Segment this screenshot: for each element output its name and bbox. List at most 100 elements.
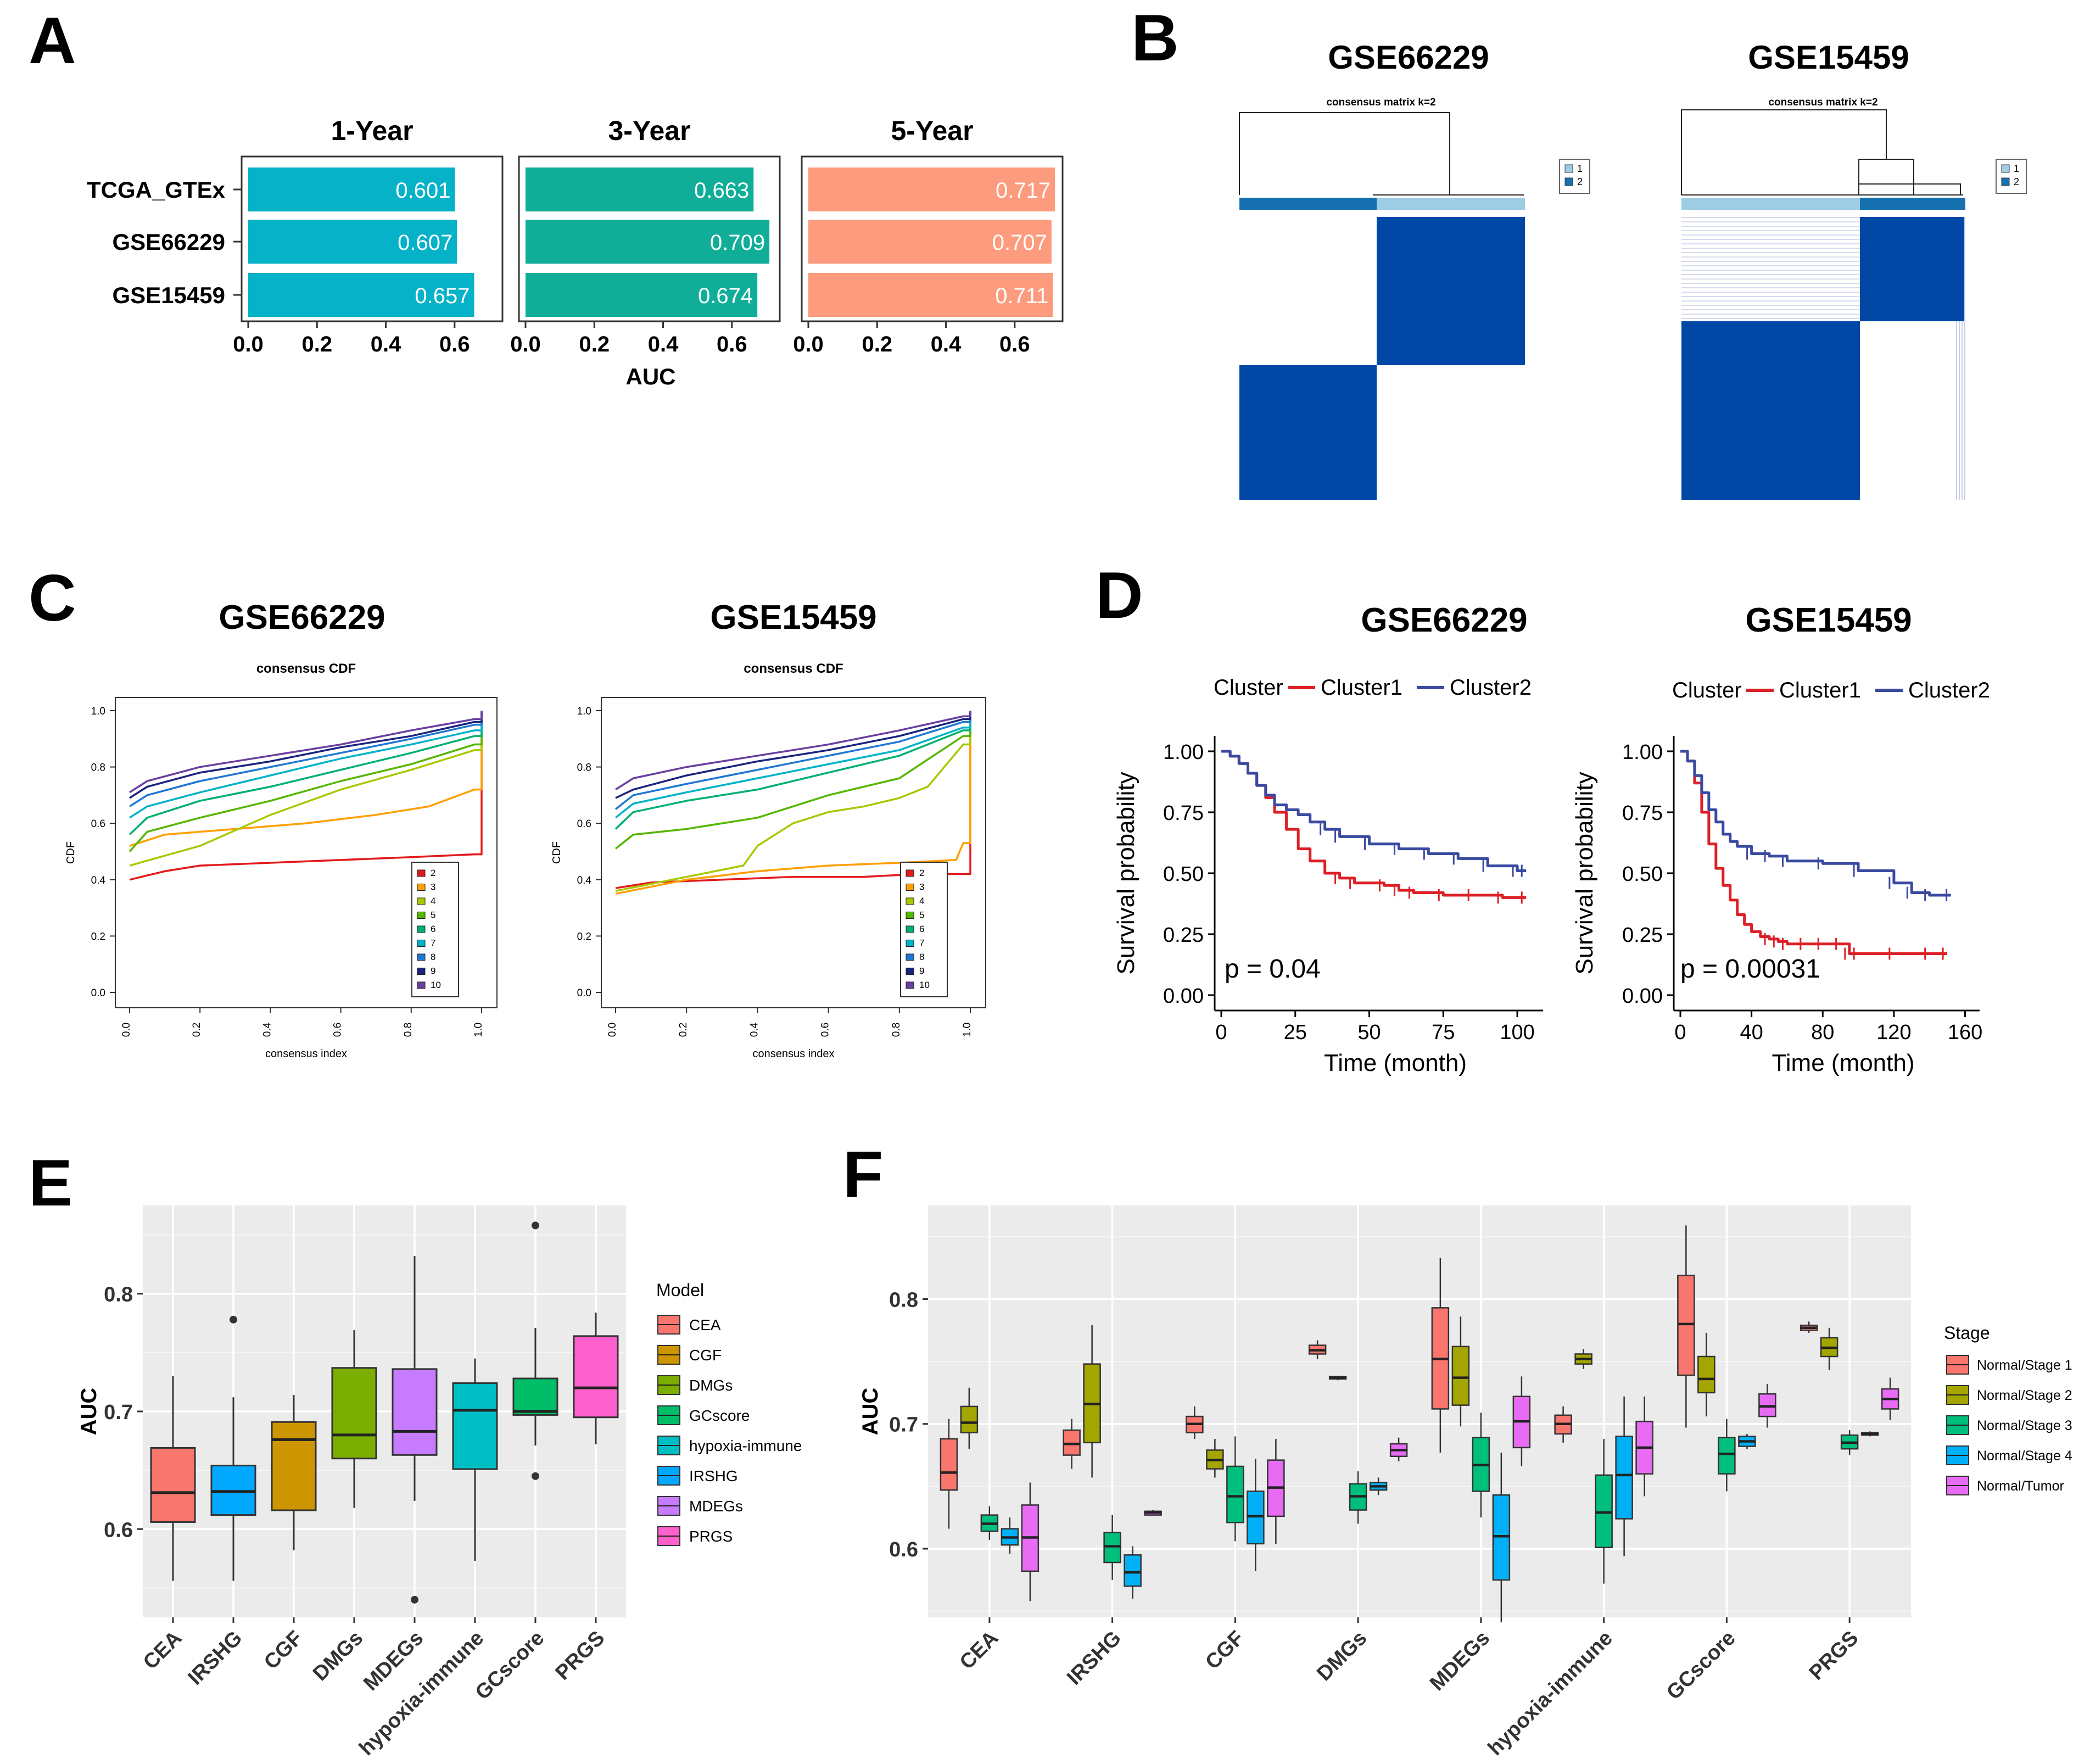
- x-axis-title: consensus index: [265, 1048, 347, 1060]
- legend-swatch: [906, 884, 914, 891]
- box-body: [1595, 1474, 1613, 1548]
- y-tick-label: 0.6: [889, 1538, 918, 1561]
- cdf-gse15459: GSE15459 consensus CDF 0.0 0.2 0.4 0.6 0.8 1.0 0…: [551, 599, 986, 1060]
- legend-title: Cluster: [1672, 678, 1742, 702]
- x-tick-label: 0.0: [793, 332, 824, 356]
- data-label: 0.657: [415, 284, 470, 308]
- x-axis-title: consensus index: [753, 1048, 835, 1060]
- box-body: [452, 1382, 498, 1470]
- x-tick-label: CEA: [955, 1627, 1003, 1674]
- x-tick-label: 0.8: [403, 1023, 414, 1037]
- box-normal-stage-1: [1677, 1225, 1695, 1428]
- x-tick-label: 0.2: [191, 1023, 203, 1037]
- legend-label: 8: [919, 952, 924, 962]
- km-gse15459: GSE15459 Cluster Cluster1 Cluster2 0.00 0.25 0…: [1571, 601, 1990, 1076]
- y-tick-label: 0.8: [889, 1288, 918, 1311]
- box-body: [960, 1405, 979, 1433]
- cdf-line-k9: [615, 711, 971, 799]
- legend-label: 6: [919, 924, 924, 934]
- y-tick-label: 0.25: [1622, 924, 1663, 947]
- x-tick-label: 0.2: [862, 332, 892, 356]
- cdf-line-k4: [615, 711, 971, 892]
- box-normal-stage-2: [1451, 1316, 1470, 1427]
- legend-label: Cluster2: [1450, 676, 1532, 700]
- legend-swatch: [906, 869, 914, 877]
- legend: Model CEA CGF DMGs GCscore hypoxia-immune IRSH…: [656, 1280, 802, 1546]
- cluster-bar-1: [1377, 198, 1525, 210]
- km-curve-cluster2: [1680, 750, 1951, 897]
- box-body: [573, 1335, 619, 1419]
- cdf-line-k9: [129, 711, 483, 799]
- km-curve-cluster1: [1221, 750, 1527, 899]
- box-normal-stage-3: [1226, 1436, 1244, 1542]
- data-label: 0.663: [694, 178, 749, 203]
- x-tick-label: DMGs: [309, 1627, 367, 1685]
- legend-swatch: [906, 912, 914, 919]
- legend-label: CGF: [689, 1347, 722, 1364]
- y-tick-label: GSE66229: [113, 229, 226, 255]
- matrix-noise: [1681, 314, 1860, 315]
- y-axis-title: Survival probability: [1113, 772, 1139, 974]
- legend-label: DMGs: [689, 1377, 733, 1394]
- consensus-matrix-gse15459: GSE15459 consensus matrix k=2 1 2: [1681, 39, 2027, 500]
- matrix-noise: [1681, 300, 1860, 302]
- matrix-block: [1239, 365, 1377, 500]
- legend-swatch-2: [2001, 177, 2010, 186]
- legend-swatch: [417, 897, 426, 905]
- matrix-noise: [1964, 217, 1965, 500]
- legend-label: 3: [919, 882, 924, 892]
- facet-title: 5-Year: [891, 115, 973, 146]
- y-axis-title: AUC: [77, 1388, 101, 1436]
- legend-label: 1: [1577, 163, 1583, 174]
- legend-label: CEA: [689, 1316, 721, 1333]
- x-axis-title: Time (month): [1772, 1050, 1915, 1076]
- matrix-noise: [1681, 226, 1860, 227]
- x-tick-label: 0.0: [510, 332, 541, 356]
- legend-title: Cluster: [1214, 676, 1283, 700]
- panel-title: GSE15459: [710, 599, 876, 637]
- x-tick-label: 0.0: [233, 332, 264, 356]
- matrix-noise: [1681, 265, 1860, 266]
- legend-swatch-1: [2001, 164, 2010, 173]
- matrix-noise: [1962, 217, 1963, 500]
- box-body: [940, 1438, 958, 1491]
- cluster-bar-1: [1681, 198, 1860, 210]
- legend-swatch: [417, 925, 426, 933]
- y-tick-label: 0.7: [889, 1414, 918, 1437]
- bar-gse15459: [526, 273, 758, 317]
- panel-label-b: B: [1131, 1, 1179, 75]
- x-axis-title: Time (month): [1324, 1050, 1467, 1076]
- panel-label-f: F: [843, 1138, 883, 1212]
- legend-label: 10: [919, 980, 930, 990]
- y-tick-label: 0.4: [577, 875, 592, 886]
- legend-label: GCscore: [689, 1407, 750, 1424]
- box-body: [150, 1447, 196, 1523]
- matrix-subtitle: consensus matrix k=2: [1768, 97, 1877, 108]
- y-tick-label: 0.8: [104, 1283, 133, 1307]
- box-normal-tumor: [1021, 1482, 1040, 1601]
- data-label: 0.711: [995, 284, 1048, 308]
- matrix-noise: [1681, 256, 1860, 258]
- cdf-line-k4: [129, 711, 483, 867]
- facet-title: 3-Year: [608, 115, 690, 146]
- data-label: 0.709: [710, 231, 765, 255]
- outlier-point: [532, 1221, 539, 1230]
- legend-label: Normal/Stage 1: [1977, 1358, 2072, 1373]
- legend-label: Normal/Stage 4: [1977, 1448, 2072, 1464]
- matrix-noise: [1681, 318, 1860, 319]
- box-body: [1758, 1393, 1776, 1417]
- box-normal-stage-2: [1697, 1332, 1715, 1417]
- y-tick-label: 0.00: [1163, 985, 1204, 1008]
- panel-label-a: A: [29, 4, 76, 77]
- x-tick-label: 0.4: [261, 1022, 273, 1037]
- outlier-point: [411, 1595, 418, 1604]
- box-body: [1226, 1465, 1244, 1523]
- legend-label: 9: [431, 966, 435, 976]
- x-tick-label: 75: [1432, 1021, 1455, 1044]
- x-tick-label: 50: [1357, 1021, 1381, 1044]
- matrix-noise: [1681, 235, 1860, 236]
- y-tick-label: 0.6: [91, 818, 105, 830]
- box-normal-stage-2: [1083, 1325, 1101, 1478]
- x-tick-label: 0.2: [301, 332, 332, 356]
- box-normal-tumor: [1758, 1384, 1776, 1428]
